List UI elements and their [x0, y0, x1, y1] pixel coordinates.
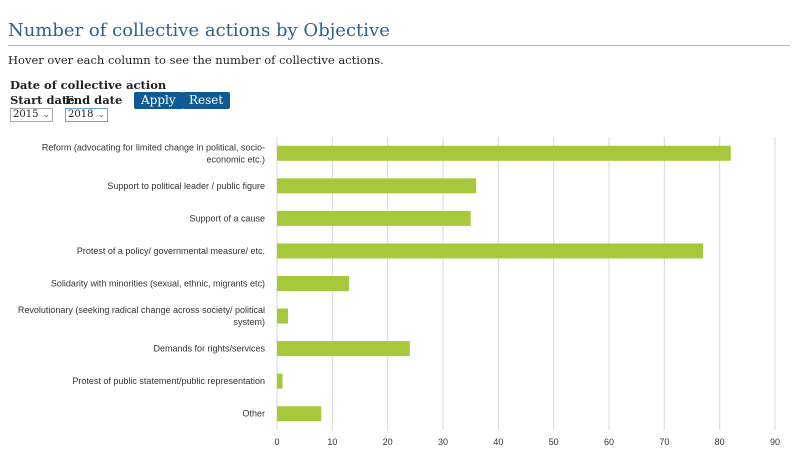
bar[interactable]	[277, 341, 410, 357]
category-label: Reform (advocating for limited change in…	[42, 142, 265, 152]
end-date-value: 2018	[68, 109, 94, 120]
start-date-select[interactable]: 2015 ⌄	[10, 108, 53, 122]
bar[interactable]	[277, 308, 289, 324]
category-label: Demands for rights/services	[153, 344, 265, 354]
page-title: Number of collective actions by Objectiv…	[8, 20, 390, 41]
x-tick-label: 80	[715, 437, 725, 447]
bar[interactable]	[277, 243, 704, 259]
category-label: system)	[234, 317, 266, 327]
category-label: Protest of public statement/public repre…	[72, 376, 265, 386]
category-label: Protest of a policy/ governmental measur…	[77, 246, 265, 256]
start-date-value: 2015	[13, 109, 39, 120]
category-label: Revolutionary (seeking radical change ac…	[18, 305, 265, 315]
bar[interactable]	[277, 178, 477, 194]
category-label: economic etc.)	[206, 154, 265, 164]
date-filter-heading: Date of collective action	[10, 78, 167, 92]
start-date-label: Start date	[10, 93, 75, 107]
chevron-down-icon: ⌄	[42, 110, 50, 120]
page-subtitle: Hover over each column to see the number…	[8, 53, 384, 67]
reset-button[interactable]: Reset	[182, 92, 231, 109]
chevron-down-icon: ⌄	[97, 110, 105, 120]
x-tick-label: 50	[549, 437, 559, 447]
category-label: Solidarity with minorities (sexual, ethn…	[51, 279, 265, 289]
x-tick-label: 10	[327, 437, 337, 447]
x-tick-label: 70	[659, 437, 669, 447]
end-date-label: End date	[65, 93, 123, 107]
bar[interactable]	[277, 210, 471, 226]
category-label: Support of a cause	[189, 213, 265, 223]
x-tick-label: 90	[770, 437, 780, 447]
bar[interactable]	[277, 406, 322, 422]
end-date-select[interactable]: 2018 ⌄	[65, 108, 108, 122]
x-tick-label: 20	[383, 437, 393, 447]
apply-button[interactable]: Apply	[134, 92, 183, 109]
category-label: Support to political leader / public fig…	[107, 181, 265, 191]
bar[interactable]	[277, 276, 349, 291]
category-label: Other	[242, 409, 265, 419]
x-tick-label: 60	[604, 437, 614, 447]
x-tick-label: 30	[438, 437, 448, 447]
title-divider	[8, 45, 790, 46]
x-tick-label: 0	[274, 437, 279, 447]
bar[interactable]	[277, 145, 731, 161]
x-tick-label: 40	[493, 437, 503, 447]
bar[interactable]	[277, 373, 283, 389]
